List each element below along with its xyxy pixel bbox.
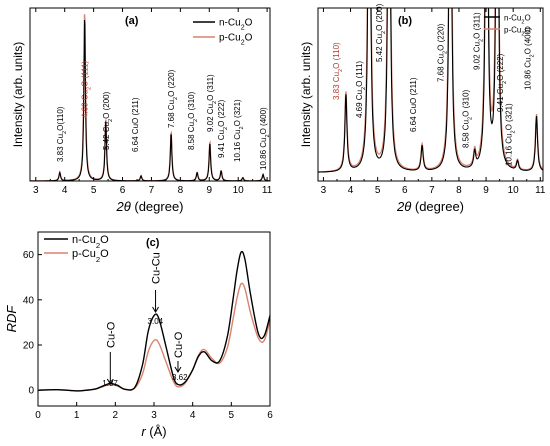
x-tick-label: 6 — [120, 185, 126, 196]
peak-label: 10.86 Cu2O (400) — [523, 27, 535, 90]
x-axis-label: r (Å) — [141, 424, 166, 439]
peak-label: 5.42 Cu2O (200) — [375, 3, 387, 62]
x-tick-label: 8 — [456, 185, 462, 196]
y-axis-label: RDF — [4, 305, 19, 333]
panel-tag: (b) — [398, 15, 412, 27]
peak-label: 4.69 Cu2O (111) — [355, 61, 367, 118]
y-tick-label: 0 — [28, 386, 34, 397]
y-tick-label: 40 — [23, 295, 35, 306]
bond-label: Cu-Cu — [151, 252, 163, 284]
peak-label: 8.58 Cu2O (310) — [462, 89, 474, 148]
bond-label: Cu-O — [105, 321, 117, 348]
panel-b: 3 4 5 6 7 8 9 10 11 2θ (degree) Intensity (arb. un… — [299, 3, 546, 214]
peak-label: 9.41 Cu2O (222) — [496, 53, 508, 112]
x-tick-label: 11 — [535, 185, 546, 196]
panel-tag: (a) — [125, 15, 139, 27]
x-tick-label: 2 — [113, 410, 119, 421]
x-tick-label: 6 — [267, 410, 273, 421]
legend-label: p-Cu2O — [504, 26, 531, 38]
x-tick-label: 5 — [375, 185, 381, 196]
peak-label: 3.83 Cu2O(110) — [56, 106, 68, 162]
peak-label: 10.16 Cu2O (321) — [505, 103, 517, 166]
peak-label: 6.64 CuO (211) — [131, 97, 140, 152]
y-axis-label: Intensity (arb. units) — [11, 42, 25, 147]
peak-label: 4.69 Cu2O (111) — [81, 61, 93, 118]
peak-label: 5.42 Cu2O (200) — [102, 91, 114, 150]
series-line-p-cu2o — [37, 282, 271, 392]
peak-label: 7.68 Cu2O (220) — [436, 23, 448, 82]
x-tick-label: 10 — [233, 185, 245, 196]
y-tick-label: 20 — [23, 340, 35, 351]
series-line-p-cu2o — [318, 8, 543, 173]
plot-frame — [317, 7, 544, 182]
x-tick-label: 4 — [62, 185, 68, 196]
panel-a: 3 4 5 6 7 8 9 10 11 2θ (degree) Intensity (arb. un… — [11, 7, 273, 214]
x-tick-label: 5 — [229, 410, 235, 421]
y-tick-label: 60 — [23, 250, 35, 261]
annotation-value: 3.04 — [148, 317, 164, 326]
series-line-n-cu2o — [318, 8, 543, 173]
legend-label: n-Cu2O — [219, 18, 253, 32]
x-tick-label: 7 — [429, 185, 435, 196]
panel-tag: (c) — [146, 237, 160, 249]
annotation-value: 1.87 — [102, 379, 118, 388]
x-tick-label: 4 — [190, 410, 196, 421]
legend-label: p-Cu2O — [72, 248, 109, 264]
peak-label: 9.41 Cu2O (222) — [217, 99, 229, 158]
arrow-head — [152, 306, 159, 313]
peak-label: 6.64 CuO (211) — [409, 77, 418, 132]
peak-label: 3.83 Cu2O (110) — [332, 42, 344, 100]
x-tick-label: 9 — [483, 185, 489, 196]
y-axis-label: Intensity (arb. units) — [299, 42, 313, 147]
x-tick-label: 3 — [151, 410, 157, 421]
x-tick-label: 8 — [178, 185, 184, 196]
x-tick-label: 7 — [149, 185, 155, 196]
x-tick-label: 10 — [508, 185, 520, 196]
arrow-head — [174, 366, 182, 373]
x-tick-label: 0 — [35, 410, 41, 421]
bond-label: Cu-O — [173, 331, 185, 358]
x-tick-label: 9 — [206, 185, 212, 196]
legend-label: n-Cu2O — [72, 234, 109, 250]
plot-frame — [29, 7, 271, 182]
peak-label: 9.02 Cu2O (311) — [473, 12, 485, 70]
arrow-head — [106, 378, 114, 385]
peak-label: 9.02 Cu2O (311) — [206, 74, 218, 132]
x-tick-label: 4 — [348, 185, 354, 196]
peak-label: 10.86 Cu2O (400) — [259, 107, 271, 170]
legend-label: p-Cu2O — [219, 33, 253, 47]
x-axis-label: 2θ (degree) — [115, 199, 183, 214]
peak-label: 8.58 Cu2O (310) — [187, 91, 199, 150]
legend-label: n-Cu2O — [504, 14, 531, 26]
x-tick-label: 6 — [402, 185, 408, 196]
x-tick-label: 1 — [74, 410, 80, 421]
x-tick-label: 3 — [321, 185, 327, 196]
series-line-n-cu2o — [37, 250, 271, 392]
annotation-value: 3.62 — [172, 373, 188, 382]
x-axis-label: 2θ (degree) — [396, 199, 464, 214]
peak-label: 7.68 Cu2O (220) — [167, 69, 179, 128]
x-tick-label: 3 — [33, 185, 39, 196]
x-tick-label: 5 — [91, 185, 97, 196]
x-tick-label: 11 — [262, 185, 273, 196]
peak-label: 10.16 Cu2O (321) — [233, 99, 245, 162]
